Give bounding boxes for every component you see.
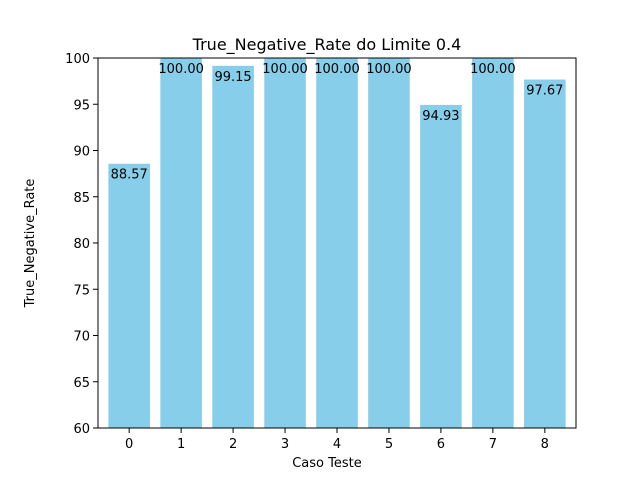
chart-title: True_Negative_Rate do Limite 0.4 (192, 35, 462, 55)
bar-6 (420, 104, 462, 429)
bars-group (108, 58, 566, 429)
x-tick-label-4: 4 (333, 437, 341, 452)
y-tick-label-75: 75 (73, 283, 90, 298)
bar-1 (160, 58, 202, 428)
bar-0 (108, 163, 150, 429)
data-label-7: 100.00 (470, 62, 516, 77)
bar-5 (368, 58, 410, 428)
bar-4 (316, 58, 358, 428)
data-label-2: 99.15 (214, 70, 251, 85)
data-label-0: 88.57 (111, 168, 148, 183)
y-tick-label-80: 80 (73, 237, 90, 252)
bar-7 (472, 58, 514, 428)
y-tick-label-60: 60 (73, 422, 90, 437)
y-tick-label-95: 95 (73, 98, 90, 113)
x-tick-label-0: 0 (125, 437, 133, 452)
x-tick-label-5: 5 (385, 437, 393, 452)
data-label-4: 100.00 (314, 62, 360, 77)
x-tick-label-2: 2 (229, 437, 237, 452)
bar-8 (524, 79, 566, 429)
bar-2 (212, 65, 254, 429)
data-label-1: 100.00 (158, 62, 204, 77)
x-axis-title: Caso Teste (292, 456, 362, 471)
y-tick-label-65: 65 (73, 376, 90, 391)
data-label-5: 100.00 (366, 62, 412, 77)
data-label-6: 94.93 (422, 109, 459, 124)
x-tick-label-8: 8 (541, 437, 549, 452)
y-tick-label-100: 100 (65, 52, 90, 67)
y-axis-title: True_Negative_Rate (23, 179, 38, 309)
plot-frame (97, 57, 577, 429)
y-tick-label-70: 70 (73, 330, 90, 345)
x-tick-label-1: 1 (177, 437, 185, 452)
y-axis: 60 65 70 75 80 85 90 95 100 (65, 52, 98, 437)
x-tick-label-6: 6 (437, 437, 445, 452)
y-tick-label-90: 90 (73, 145, 90, 160)
y-tick-label-85: 85 (73, 191, 90, 206)
data-labels-group: 88.57 100.00 99.15 100.00 100.00 100.00 94.93 1… (111, 62, 564, 183)
x-tick-label-7: 7 (489, 437, 497, 452)
x-axis: 0 1 2 3 4 5 6 7 8 (125, 428, 549, 452)
x-tick-label-3: 3 (281, 437, 289, 452)
data-label-3: 100.00 (262, 62, 308, 77)
bar-3 (264, 58, 306, 428)
data-label-8: 97.67 (526, 84, 563, 99)
